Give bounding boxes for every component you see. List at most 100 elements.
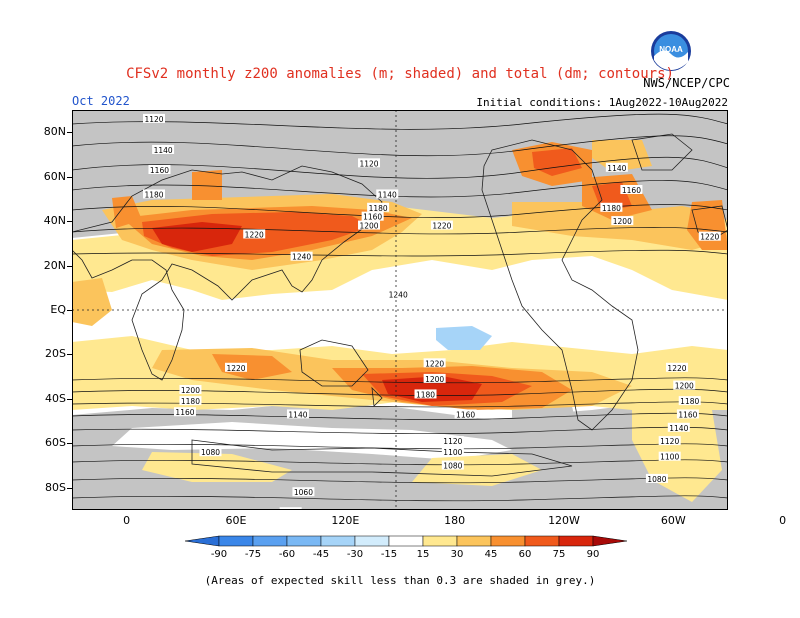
svg-text:1220: 1220: [226, 364, 245, 373]
contour-label: 1240: [290, 251, 313, 262]
colorbar-swatch: [184, 535, 220, 547]
colorbar-swatch: [490, 535, 526, 547]
contour-label: 1240: [387, 289, 410, 299]
contour-label: 1120: [658, 436, 681, 446]
contour-label: 1080: [199, 447, 222, 457]
svg-text:1100: 1100: [660, 453, 679, 462]
contour-label: 1220: [698, 231, 721, 242]
svg-text:1160: 1160: [622, 186, 641, 195]
latitude-tick: [67, 310, 72, 311]
colorbar-swatch: [456, 535, 492, 547]
contour-label: 1140: [376, 189, 399, 199]
negative-anomaly: [436, 326, 492, 350]
colorbar-tick-label: -75: [245, 549, 261, 560]
contour-label: 1140: [286, 409, 309, 419]
contour-label: 1140: [152, 145, 175, 155]
svg-text:1180: 1180: [369, 204, 388, 213]
contour-label: 1200: [673, 380, 696, 391]
svg-text:1180: 1180: [181, 397, 200, 406]
svg-text:1140: 1140: [378, 190, 397, 199]
svg-text:1180: 1180: [602, 204, 621, 213]
colorbar-swatch: [592, 535, 628, 547]
colorbar-swatch: [354, 535, 390, 547]
latitude-label: 40N: [43, 214, 66, 228]
svg-text:1240: 1240: [389, 290, 408, 299]
contour-label: 1220: [430, 220, 453, 231]
svg-text:1060: 1060: [294, 488, 313, 497]
noaa-logo: NOAA: [650, 30, 692, 76]
svg-text:1160: 1160: [456, 410, 475, 419]
contour-label: 1180: [367, 202, 390, 213]
colorbar-tick-label: 60: [519, 549, 532, 560]
svg-text:1140: 1140: [669, 424, 688, 433]
colorbar-tick-label: -15: [381, 549, 397, 560]
contour-label: 1180: [414, 389, 437, 399]
contour-label: 1220: [665, 362, 688, 373]
colorbar: -90 -75 -60 -45 -30 -15 15 30 45 60 75 90: [184, 535, 628, 560]
chart-title: CFSv2 monthly z200 anomalies (m; shaded)…: [126, 66, 674, 82]
contour-label: 1160: [361, 211, 384, 222]
colorbar-swatch: [218, 535, 254, 547]
svg-text:1160: 1160: [363, 213, 382, 222]
svg-text:1220: 1220: [245, 230, 264, 239]
svg-text:1200: 1200: [613, 217, 632, 226]
contour-label: 1220: [225, 362, 247, 373]
svg-text:1200: 1200: [425, 375, 444, 384]
svg-text:1180: 1180: [144, 190, 163, 199]
latitude-tick: [67, 221, 72, 223]
svg-text:1100: 1100: [443, 448, 462, 457]
latitude-label: 80S: [45, 480, 66, 494]
contour-label: 1160: [148, 165, 171, 175]
colorbar-tick-label: -30: [347, 549, 363, 560]
latitude-tick: [67, 398, 72, 400]
contour-label: 1140: [605, 162, 628, 173]
svg-text:1140: 1140: [288, 410, 307, 419]
svg-text:1200: 1200: [181, 386, 200, 395]
latitude-label: 20N: [43, 258, 66, 272]
colorbar-tick-label: -90: [211, 549, 227, 560]
latitude-tick: [67, 265, 72, 267]
svg-text:1120: 1120: [144, 115, 163, 124]
initial-conditions-label: Initial conditions: 1Aug2022-10Aug2022: [476, 96, 728, 109]
contour-label: 1140: [667, 422, 690, 433]
colorbar-swatch: [422, 535, 458, 547]
colorbar-swatch: [558, 535, 594, 547]
contour-label: 1160: [676, 409, 699, 419]
contour-label: 1200: [611, 216, 634, 226]
latitude-label: 60S: [45, 436, 66, 450]
longitude-label: 60W: [660, 514, 686, 527]
svg-text:1220: 1220: [432, 222, 451, 231]
colorbar-tick-label: -45: [313, 549, 329, 560]
colorbar-tick-label: -60: [279, 549, 295, 560]
colorbar-swatch: [252, 535, 288, 547]
latitude-tick: [67, 176, 72, 178]
colorbar-swatch: [388, 535, 424, 547]
contour-label: 1200: [358, 220, 381, 231]
latitude-tick: [67, 354, 72, 356]
south-white-band: [112, 422, 512, 460]
latitude-label: 40S: [45, 391, 66, 405]
svg-text:1200: 1200: [675, 382, 694, 391]
longitude-label: 60E: [225, 514, 247, 527]
svg-text:1180: 1180: [416, 390, 435, 399]
contour-label: 1120: [358, 158, 381, 168]
contour-label: 1220: [423, 358, 446, 368]
longitude-label: 0: [123, 514, 131, 527]
svg-text:1220: 1220: [425, 359, 444, 368]
contour-label: 1100: [658, 451, 681, 462]
contour-label: 1120: [143, 113, 165, 124]
colorbar-swatch: [320, 535, 356, 547]
contour-label: 1100: [441, 447, 464, 457]
latitude-label: 60N: [43, 169, 66, 183]
contour-label: 1080: [441, 460, 464, 471]
reference-lines: [72, 110, 728, 510]
colorbar-tick-label: 30: [451, 549, 464, 560]
svg-text:1160: 1160: [678, 410, 697, 419]
colorbar-tick-label: 90: [587, 549, 600, 560]
svg-text:1240: 1240: [292, 253, 311, 262]
colorbar-swatch: [524, 535, 560, 547]
latitude-label: EQ: [50, 303, 66, 316]
svg-text:1220: 1220: [700, 233, 719, 242]
contour-label: 1180: [678, 396, 701, 406]
